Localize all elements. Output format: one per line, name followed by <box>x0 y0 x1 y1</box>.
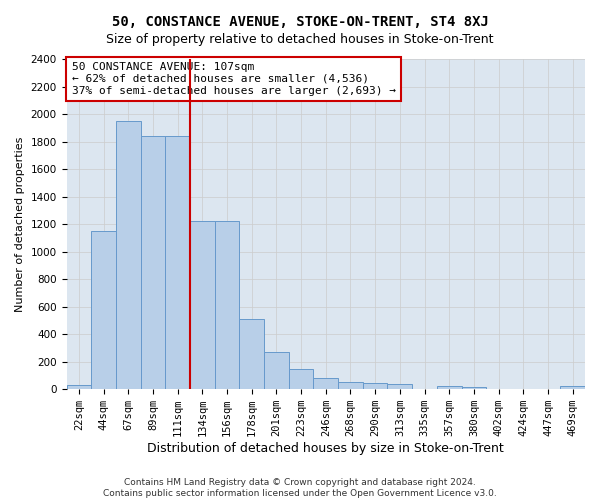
Text: Size of property relative to detached houses in Stoke-on-Trent: Size of property relative to detached ho… <box>106 32 494 46</box>
Text: 50 CONSTANCE AVENUE: 107sqm
← 62% of detached houses are smaller (4,536)
37% of : 50 CONSTANCE AVENUE: 107sqm ← 62% of det… <box>72 62 396 96</box>
Bar <box>264 352 289 389</box>
Bar <box>461 387 486 389</box>
Bar <box>363 383 388 389</box>
Bar <box>313 378 338 389</box>
Bar <box>338 382 363 389</box>
Bar <box>239 319 264 389</box>
Text: Contains HM Land Registry data © Crown copyright and database right 2024.
Contai: Contains HM Land Registry data © Crown c… <box>103 478 497 498</box>
Bar <box>165 136 190 389</box>
Bar <box>560 386 585 389</box>
Bar <box>437 386 461 389</box>
Bar <box>116 121 140 389</box>
Bar <box>215 222 239 389</box>
Bar <box>140 136 165 389</box>
Bar <box>67 385 91 389</box>
Bar <box>388 384 412 389</box>
Bar <box>289 368 313 389</box>
Bar <box>91 231 116 389</box>
X-axis label: Distribution of detached houses by size in Stoke-on-Trent: Distribution of detached houses by size … <box>148 442 504 455</box>
Y-axis label: Number of detached properties: Number of detached properties <box>15 136 25 312</box>
Bar <box>190 222 215 389</box>
Text: 50, CONSTANCE AVENUE, STOKE-ON-TRENT, ST4 8XJ: 50, CONSTANCE AVENUE, STOKE-ON-TRENT, ST… <box>112 15 488 29</box>
